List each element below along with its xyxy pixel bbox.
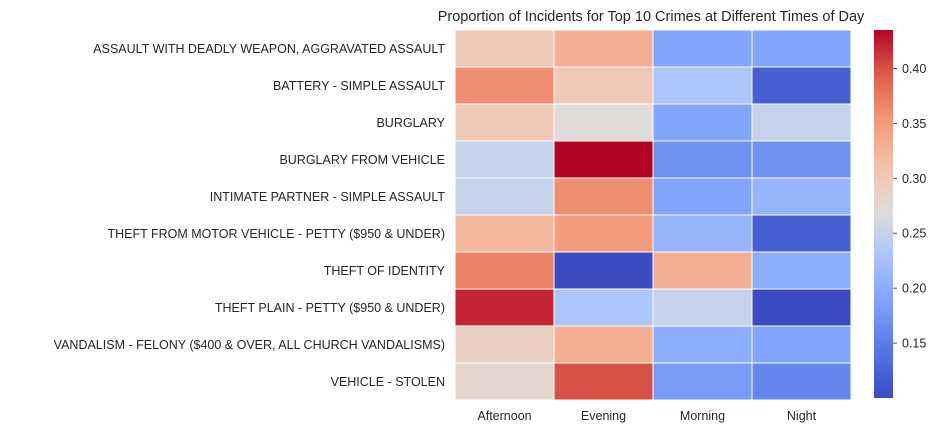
column-label: Evening — [581, 409, 626, 423]
column-label: Night — [787, 409, 817, 423]
heatmap-cell — [751, 251, 852, 290]
row-label: BURGLARY — [376, 116, 445, 130]
heatmap-cell — [751, 66, 852, 105]
heatmap-cell — [652, 177, 753, 216]
heatmap-cell — [751, 362, 852, 401]
row-label: BATTERY - SIMPLE ASSAULT — [273, 79, 445, 93]
heatmap-cell — [454, 288, 555, 327]
heatmap-cell — [553, 66, 654, 105]
heatmap-cell — [553, 288, 654, 327]
chart-title: Proportion of Incidents for Top 10 Crime… — [438, 9, 865, 25]
heatmap-cell — [751, 140, 852, 179]
colorbar-tick-label: 0.15 — [902, 337, 926, 351]
heatmap-cell — [454, 362, 555, 401]
colorbar-tick-label: 0.40 — [902, 62, 926, 76]
colorbar-tick-label: 0.30 — [902, 172, 926, 186]
heatmap-cell — [553, 251, 654, 290]
heatmap-cell — [751, 288, 852, 327]
heatmap-cell — [553, 177, 654, 216]
row-label: THEFT OF IDENTITY — [324, 264, 446, 278]
heatmap-cell — [751, 103, 852, 142]
row-label: INTIMATE PARTNER - SIMPLE ASSAULT — [210, 190, 446, 204]
heatmap-cell — [454, 66, 555, 105]
heatmap-cell — [751, 214, 852, 253]
row-label: ASSAULT WITH DEADLY WEAPON, AGGRAVATED A… — [93, 42, 445, 56]
heatmap-cell — [553, 362, 654, 401]
row-label: BURGLARY FROM VEHICLE — [279, 153, 445, 167]
heatmap-cell — [652, 66, 753, 105]
row-label: VANDALISM - FELONY ($400 & OVER, ALL CHU… — [54, 338, 445, 352]
column-labels: Afternoon Evening Morning Night — [477, 409, 816, 423]
heatmap-cell — [553, 325, 654, 364]
colorbar-ticks: 0.15 0.20 0.25 0.30 0.35 0.40 — [893, 62, 926, 351]
heatmap-cell — [553, 29, 654, 68]
heatmap-cell — [652, 288, 753, 327]
colorbar-tick-label: 0.25 — [902, 227, 926, 241]
heatmap-cell — [751, 325, 852, 364]
heatmap-cell — [751, 29, 852, 68]
row-label: THEFT PLAIN - PETTY ($950 & UNDER) — [215, 301, 445, 315]
colorbar: 0.15 0.20 0.25 0.30 0.35 0.40 — [874, 30, 926, 398]
heatmap-cell — [454, 177, 555, 216]
column-label: Morning — [680, 409, 725, 423]
heatmap-cell — [454, 214, 555, 253]
row-labels: ASSAULT WITH DEADLY WEAPON, AGGRAVATED A… — [54, 42, 446, 389]
heatmap-cell — [553, 103, 654, 142]
heatmap-cell — [652, 325, 753, 364]
heatmap-cell — [652, 214, 753, 253]
heatmap-cells — [454, 29, 852, 401]
heatmap-cell — [652, 103, 753, 142]
heatmap-cell — [553, 140, 654, 179]
heatmap-cell — [751, 177, 852, 216]
colorbar-tick-label: 0.35 — [902, 117, 926, 131]
colorbar-gradient — [874, 30, 893, 398]
heatmap-cell — [652, 140, 753, 179]
heatmap-cell — [652, 362, 753, 401]
heatmap-cell — [454, 325, 555, 364]
heatmap-cell — [454, 140, 555, 179]
row-label: VEHICLE - STOLEN — [331, 375, 445, 389]
heatmap-cell — [454, 29, 555, 68]
heatmap-cell — [454, 103, 555, 142]
heatmap-cell — [454, 251, 555, 290]
heatmap-cell — [553, 214, 654, 253]
row-label: THEFT FROM MOTOR VEHICLE - PETTY ($950 &… — [107, 227, 445, 241]
column-label: Afternoon — [477, 409, 531, 423]
colorbar-tick-label: 0.20 — [902, 282, 926, 296]
heatmap-cell — [652, 29, 753, 68]
heatmap-cell — [652, 251, 753, 290]
